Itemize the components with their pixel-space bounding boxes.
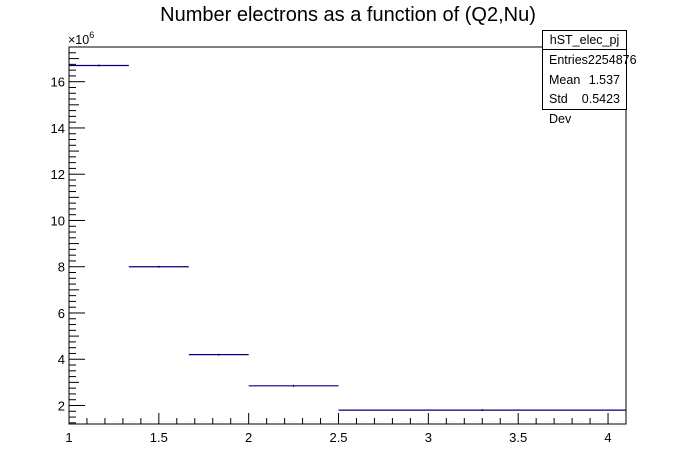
stats-label: Mean bbox=[549, 72, 581, 87]
stats-row-entries: Entries 2254876 bbox=[543, 50, 637, 70]
y-axis-exponent-power: 6 bbox=[89, 30, 95, 40]
y-tick-label: 10 bbox=[51, 213, 65, 228]
y-axis-exponent-base: ×10 bbox=[68, 33, 90, 47]
x-tick-label: 2 bbox=[245, 430, 252, 445]
x-tick-label: 4 bbox=[604, 430, 611, 445]
x-tick-label: 1 bbox=[65, 430, 72, 445]
y-tick-label: 16 bbox=[51, 75, 65, 90]
x-tick-label: 3.5 bbox=[509, 430, 527, 445]
stats-value: 2254876 bbox=[587, 53, 637, 67]
stats-value: 0.5423 bbox=[581, 92, 620, 106]
x-tick-label: 3 bbox=[425, 430, 432, 445]
stats-histogram-name: hST_elec_pj bbox=[543, 31, 626, 50]
x-tick-label: 1.5 bbox=[150, 430, 168, 445]
x-axis: 1 1.5 2 2.5 3 3.5 4 bbox=[65, 413, 627, 445]
x-tick-label: 2.5 bbox=[329, 430, 347, 445]
y-tick-label: 8 bbox=[58, 260, 65, 275]
stats-row-std-dev: Std Dev 0.5423 bbox=[543, 89, 626, 126]
y-tick-label: 12 bbox=[51, 167, 65, 182]
histogram-bins bbox=[69, 64, 626, 412]
stats-label: Entries bbox=[549, 53, 588, 67]
stats-row-mean: Mean 1.537 bbox=[543, 70, 626, 90]
y-axis: 2 4 6 8 10 12 14 16 bbox=[51, 46, 85, 424]
y-tick-label: 2 bbox=[58, 398, 65, 413]
y-tick-label: 4 bbox=[58, 352, 65, 367]
y-axis-exponent: ×106 bbox=[68, 30, 94, 47]
chart-title: Number electrons as a function of (Q2,Nu… bbox=[160, 4, 536, 26]
stats-label: Std Dev bbox=[549, 92, 572, 126]
y-tick-label: 14 bbox=[51, 121, 65, 136]
y-tick-label: 6 bbox=[58, 306, 65, 321]
plot-frame bbox=[68, 46, 627, 425]
stats-box: hST_elec_pj Entries 2254876 Mean 1.537 S… bbox=[542, 30, 637, 126]
stats-value: 1.537 bbox=[588, 72, 620, 87]
